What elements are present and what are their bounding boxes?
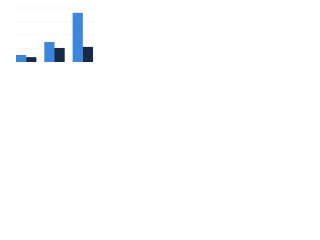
bar	[54, 47, 65, 62]
bar	[82, 46, 94, 62]
chart	[12, 7, 97, 63]
bar	[26, 57, 37, 62]
bar	[15, 54, 27, 62]
page: (() => { const data = JSON.parse(documen…	[0, 0, 100, 71]
bar	[72, 12, 83, 62]
bar	[44, 42, 55, 62]
